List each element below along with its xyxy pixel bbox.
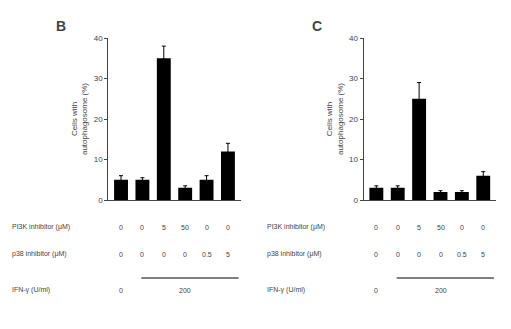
svg-text:200: 200 — [179, 287, 191, 294]
svg-text:0: 0 — [374, 287, 378, 294]
svg-text:PI3K inhibitor (μM): PI3K inhibitor (μM) — [267, 223, 325, 231]
svg-text:0: 0 — [205, 224, 209, 231]
svg-text:p38 inhibitor (μM): p38 inhibitor (μM) — [12, 250, 67, 258]
svg-text:10: 10 — [349, 155, 358, 164]
svg-text:5: 5 — [226, 251, 230, 258]
svg-text:200: 200 — [435, 287, 447, 294]
svg-text:Cells withautophagosome (%): Cells withautophagosome (%) — [325, 83, 344, 155]
svg-text:0: 0 — [460, 224, 464, 231]
svg-text:5: 5 — [481, 251, 485, 258]
svg-text:0: 0 — [374, 224, 378, 231]
svg-text:50: 50 — [437, 224, 445, 231]
svg-text:0.5: 0.5 — [457, 251, 467, 258]
svg-text:0: 0 — [183, 251, 187, 258]
svg-text:IFN-γ (U/ml): IFN-γ (U/ml) — [12, 286, 50, 294]
svg-text:0: 0 — [119, 287, 123, 294]
svg-text:IFN-γ (U/ml): IFN-γ (U/ml) — [267, 286, 305, 294]
svg-text:0: 0 — [140, 224, 144, 231]
svg-text:5: 5 — [162, 224, 166, 231]
svg-text:40: 40 — [349, 34, 358, 43]
svg-text:p38 inhibitor (μM): p38 inhibitor (μM) — [267, 250, 322, 258]
svg-text:0: 0 — [98, 196, 103, 205]
svg-text:0: 0 — [417, 251, 421, 258]
svg-text:20: 20 — [349, 115, 358, 124]
svg-text:10: 10 — [94, 155, 103, 164]
svg-text:0: 0 — [140, 251, 144, 258]
svg-text:0: 0 — [481, 224, 485, 231]
svg-text:0: 0 — [396, 224, 400, 231]
svg-text:0: 0 — [353, 196, 358, 205]
svg-text:30: 30 — [94, 74, 103, 83]
svg-text:B: B — [56, 18, 66, 34]
svg-text:30: 30 — [349, 74, 358, 83]
svg-text:50: 50 — [181, 224, 189, 231]
svg-text:0: 0 — [162, 251, 166, 258]
svg-text:PI3K inhibitor (μM): PI3K inhibitor (μM) — [12, 223, 70, 231]
svg-text:0: 0 — [119, 251, 123, 258]
svg-text:C: C — [312, 18, 322, 34]
svg-text:40: 40 — [94, 34, 103, 43]
svg-text:0: 0 — [119, 224, 123, 231]
svg-text:0.5: 0.5 — [202, 251, 212, 258]
svg-text:20: 20 — [94, 115, 103, 124]
svg-text:0: 0 — [226, 224, 230, 231]
svg-text:Cells withautophagosome (%): Cells withautophagosome (%) — [70, 83, 89, 155]
svg-text:0: 0 — [396, 251, 400, 258]
svg-text:0: 0 — [439, 251, 443, 258]
svg-text:0: 0 — [374, 251, 378, 258]
svg-text:5: 5 — [417, 224, 421, 231]
